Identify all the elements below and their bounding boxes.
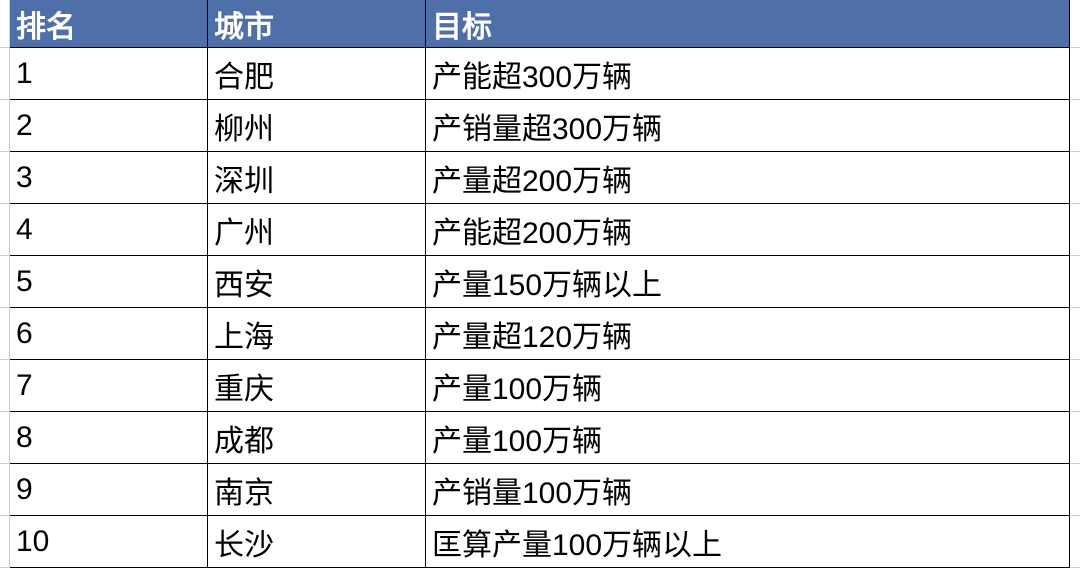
table-header-row: 排名 城市 目标 xyxy=(0,0,1080,48)
gutter-cell xyxy=(0,516,10,568)
gutter-cell xyxy=(1070,412,1080,464)
cell-target: 产销量100万辆 xyxy=(426,464,1070,516)
col-header-rank: 排名 xyxy=(10,0,208,48)
cell-target: 产量100万辆 xyxy=(426,360,1070,412)
cell-city: 柳州 xyxy=(208,100,426,152)
cell-city: 上海 xyxy=(208,308,426,360)
gutter-cell xyxy=(0,360,10,412)
cell-target: 产量超200万辆 xyxy=(426,152,1070,204)
table-row: 4 广州 产能超200万辆 xyxy=(0,204,1080,256)
cell-rank: 2 xyxy=(10,100,208,152)
gutter-cell xyxy=(0,412,10,464)
cell-target: 产能超300万辆 xyxy=(426,48,1070,100)
col-header-target: 目标 xyxy=(426,0,1070,48)
cell-rank: 6 xyxy=(10,308,208,360)
gutter-cell xyxy=(0,256,10,308)
cell-target: 产量超120万辆 xyxy=(426,308,1070,360)
table-row: 6 上海 产量超120万辆 xyxy=(0,308,1080,360)
cell-target: 产能超200万辆 xyxy=(426,204,1070,256)
gutter-cell xyxy=(0,0,10,48)
cell-city: 广州 xyxy=(208,204,426,256)
gutter-cell xyxy=(1070,464,1080,516)
gutter-cell xyxy=(0,152,10,204)
table-row: 1 合肥 产能超300万辆 xyxy=(0,48,1080,100)
gutter-cell xyxy=(0,204,10,256)
cell-rank: 3 xyxy=(10,152,208,204)
gutter-cell xyxy=(1070,100,1080,152)
cell-target: 产销量超300万辆 xyxy=(426,100,1070,152)
city-target-table: 排名 城市 目标 1 合肥 产能超300万辆 2 柳州 产销量超300万辆 3 … xyxy=(0,0,1080,568)
cell-rank: 4 xyxy=(10,204,208,256)
table-row: 5 西安 产量150万辆以上 xyxy=(0,256,1080,308)
gutter-cell xyxy=(1070,516,1080,568)
col-header-city: 城市 xyxy=(208,0,426,48)
cell-city: 重庆 xyxy=(208,360,426,412)
cell-target: 产量150万辆以上 xyxy=(426,256,1070,308)
cell-city: 合肥 xyxy=(208,48,426,100)
table-row: 10 长沙 匡算产量100万辆以上 xyxy=(0,516,1080,568)
table-row: 7 重庆 产量100万辆 xyxy=(0,360,1080,412)
cell-rank: 1 xyxy=(10,48,208,100)
cell-city: 深圳 xyxy=(208,152,426,204)
gutter-cell xyxy=(1070,0,1080,48)
cell-city: 长沙 xyxy=(208,516,426,568)
cell-rank: 8 xyxy=(10,412,208,464)
table-row: 3 深圳 产量超200万辆 xyxy=(0,152,1080,204)
table-row: 8 成都 产量100万辆 xyxy=(0,412,1080,464)
table-row: 9 南京 产销量100万辆 xyxy=(0,464,1080,516)
cell-city: 西安 xyxy=(208,256,426,308)
gutter-cell xyxy=(1070,308,1080,360)
cell-rank: 5 xyxy=(10,256,208,308)
gutter-cell xyxy=(0,308,10,360)
gutter-cell xyxy=(1070,204,1080,256)
cell-target: 匡算产量100万辆以上 xyxy=(426,516,1070,568)
gutter-cell xyxy=(1070,152,1080,204)
gutter-cell xyxy=(1070,360,1080,412)
gutter-cell xyxy=(1070,256,1080,308)
cell-rank: 7 xyxy=(10,360,208,412)
cell-rank: 10 xyxy=(10,516,208,568)
cell-target: 产量100万辆 xyxy=(426,412,1070,464)
cell-city: 成都 xyxy=(208,412,426,464)
table-row: 2 柳州 产销量超300万辆 xyxy=(0,100,1080,152)
gutter-cell xyxy=(0,464,10,516)
cell-city: 南京 xyxy=(208,464,426,516)
gutter-cell xyxy=(1070,48,1080,100)
cell-rank: 9 xyxy=(10,464,208,516)
gutter-cell xyxy=(0,100,10,152)
gutter-cell xyxy=(0,48,10,100)
